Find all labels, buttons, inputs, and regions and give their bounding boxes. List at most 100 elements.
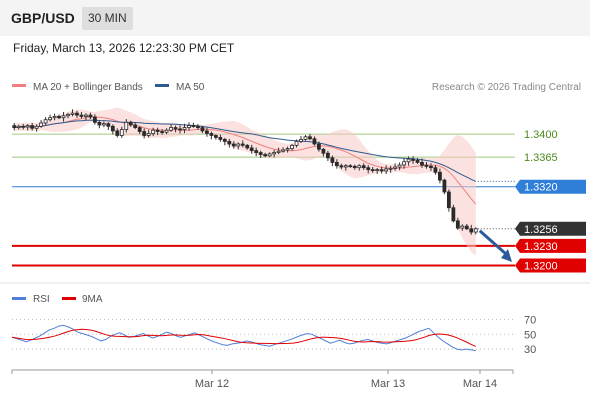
candle	[39, 119, 44, 128]
candle-down	[200, 127, 205, 132]
candle-down	[75, 112, 79, 116]
candle-up	[285, 148, 290, 151]
candle-up	[303, 136, 308, 140]
forecast-arrow	[478, 229, 512, 262]
level-tag-1.3230	[515, 238, 586, 253]
candle-down	[106, 123, 111, 127]
candle	[79, 112, 84, 119]
rsi-panel: 70 50 30	[11, 314, 536, 356]
candle-up	[70, 112, 75, 115]
candle	[231, 141, 236, 149]
candle-up	[402, 161, 406, 166]
candle-up	[187, 125, 191, 128]
candle-up	[294, 140, 299, 146]
candle	[21, 123, 26, 130]
candle-down	[361, 165, 366, 169]
candle-down	[254, 150, 259, 153]
candle-down	[352, 165, 357, 169]
candle-down	[263, 154, 268, 157]
level-tag-1.3320	[515, 179, 586, 194]
candle-up	[84, 114, 88, 117]
candle	[290, 143, 294, 151]
candle	[455, 217, 460, 230]
candle	[84, 113, 88, 121]
candle	[92, 114, 97, 125]
header-bar: GBP/USD 30 MIN	[0, 0, 590, 36]
level-label-1.3400: 1.3400	[524, 129, 558, 141]
candle	[52, 113, 57, 121]
candle-down	[12, 125, 17, 128]
candle-down	[258, 152, 263, 155]
candle-up	[473, 228, 478, 233]
candle-up	[384, 168, 389, 172]
candle	[222, 137, 227, 146]
level-label-1.3200: 1.3200	[524, 261, 558, 273]
candle-up	[236, 143, 241, 147]
rsi-line	[11, 324, 476, 352]
candle-down	[438, 171, 442, 181]
candle	[110, 124, 115, 135]
instrument-title: GBP/USD	[11, 10, 75, 26]
candle	[196, 124, 200, 130]
candle	[339, 163, 344, 170]
candle	[281, 147, 285, 153]
candle-down	[424, 164, 429, 167]
candle-down	[464, 225, 469, 230]
candle	[406, 156, 411, 166]
candle	[433, 165, 438, 175]
candle	[473, 227, 478, 235]
candle-down	[160, 131, 165, 133]
candle-down	[30, 125, 35, 129]
candle-down	[348, 165, 353, 168]
candle-down	[110, 125, 115, 132]
candle-down	[379, 169, 384, 172]
candle	[187, 122, 191, 131]
candle	[240, 140, 245, 148]
candle-up	[146, 133, 151, 136]
candle-down	[79, 114, 84, 117]
candle-down	[249, 147, 254, 151]
candle	[205, 127, 209, 137]
candle-up	[357, 165, 362, 169]
candle	[245, 143, 250, 150]
candle	[258, 150, 263, 159]
candle	[236, 142, 241, 150]
candle	[101, 121, 106, 128]
candle-down	[240, 143, 245, 146]
candle-down	[227, 140, 232, 145]
candle	[308, 133, 312, 141]
candle	[285, 146, 290, 153]
candle-up	[164, 129, 169, 133]
candle	[155, 127, 160, 136]
candle	[70, 109, 75, 117]
candle-down	[312, 138, 317, 145]
candle-down	[115, 130, 120, 136]
candle	[16, 124, 21, 130]
candle-up	[25, 125, 30, 128]
candle	[312, 136, 317, 146]
candle	[66, 112, 70, 119]
candle-up	[272, 152, 277, 155]
candle	[119, 126, 124, 138]
time-axis: Mar 12 Mar 13 Mar 14	[11, 370, 514, 390]
level-label-1.3365: 1.3365	[524, 152, 558, 164]
ma20-legend-swatch	[12, 84, 26, 87]
timeframe-selector[interactable]: 30 MIN	[82, 7, 133, 30]
candle	[227, 138, 232, 148]
ma20-legend-label: MA 20 + Bollinger Bands	[33, 82, 143, 93]
candle-down	[231, 143, 236, 147]
candle-up	[397, 164, 402, 168]
forecast-arrow-shaft	[478, 229, 507, 256]
candle	[276, 147, 281, 155]
x-tick-label: Mar 13	[371, 378, 405, 390]
candle	[317, 141, 321, 152]
candle-down	[178, 128, 182, 131]
bollinger-band-fill	[14, 107, 476, 256]
candle-down	[92, 116, 97, 123]
candle	[469, 224, 474, 235]
candle	[388, 165, 393, 173]
candle-down	[442, 179, 447, 193]
candle	[442, 178, 447, 195]
level-label-1.3230: 1.3230	[524, 241, 558, 253]
